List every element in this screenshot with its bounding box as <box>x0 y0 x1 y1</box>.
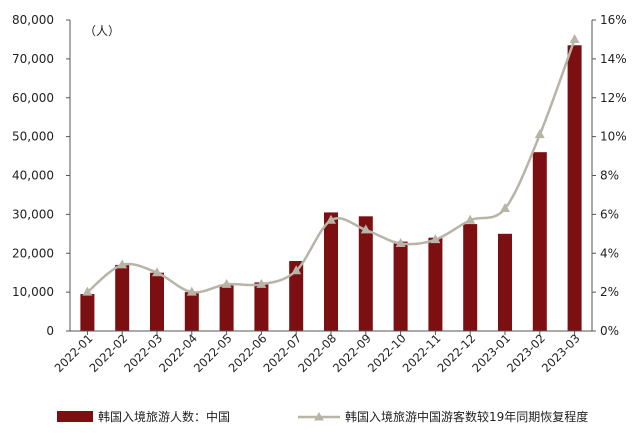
left-tick-label: 30,000 <box>12 207 54 221</box>
right-tick-label: 4% <box>600 246 619 260</box>
bar-2023-03 <box>567 45 582 332</box>
bar-2022-01 <box>80 294 95 331</box>
bar-2022-10 <box>393 241 408 331</box>
point-2022-05 <box>221 278 232 288</box>
bar-2022-08 <box>324 212 338 331</box>
point-2022-10 <box>395 238 406 248</box>
point-2023-01 <box>500 203 510 213</box>
bar-2022-06 <box>254 282 269 331</box>
bar-2022-05 <box>219 285 234 331</box>
point-2022-01 <box>82 286 93 296</box>
right-axis-ticks: 0% 2% 4% 6% 8% 10% 12% 14% 16% <box>592 13 627 338</box>
bar-series <box>80 45 582 332</box>
right-tick-label: 16% <box>600 13 627 27</box>
left-tick-label: 0 <box>46 324 54 338</box>
legend-swatch-bar <box>57 411 93 422</box>
legend: 韩国入境旅游人数：中国 韩国入境旅游中国游客数较19年同期恢复程度 <box>57 409 588 424</box>
left-tick-label: 50,000 <box>12 130 54 144</box>
legend-label-bar: 韩国入境旅游人数：中国 <box>98 409 230 424</box>
point-2022-02 <box>117 259 128 269</box>
point-2022-11 <box>430 234 441 244</box>
right-tick-label: 0% <box>600 324 619 338</box>
line-series <box>82 33 580 296</box>
left-tick-label: 70,000 <box>12 52 54 66</box>
left-tick-label: 20,000 <box>12 246 54 260</box>
right-tick-label: 12% <box>600 91 627 105</box>
bar-2022-03 <box>150 272 164 331</box>
bar-2023-01 <box>498 233 512 331</box>
legend-label-line: 韩国入境旅游中国游客数较19年同期恢复程度 <box>345 409 588 424</box>
bar-2022-11 <box>428 237 443 331</box>
x-tick-label: 2023-03 <box>539 331 583 375</box>
point-2022-12 <box>465 214 476 224</box>
point-2022-09 <box>360 224 371 234</box>
right-tick-label: 6% <box>600 207 619 221</box>
bar-2022-04 <box>184 292 199 331</box>
left-tick-label: 60,000 <box>12 91 54 105</box>
point-2022-03 <box>152 267 162 277</box>
left-axis-ticks: 0 10,000 20,000 30,000 40,000 50,000 60,000 70,… <box>12 13 70 338</box>
left-tick-label: 80,000 <box>12 13 54 27</box>
bar-2023-02 <box>532 152 547 331</box>
left-tick-label: 40,000 <box>12 169 54 183</box>
left-axis-unit: （人） <box>84 24 120 38</box>
x-axis-ticks: 2022-012022-022022-032022-042022-052022-… <box>52 331 583 375</box>
point-2022-08 <box>326 214 336 224</box>
point-2022-04 <box>186 286 197 296</box>
bar-2022-12 <box>463 224 478 331</box>
point-2023-02 <box>534 129 545 139</box>
bar-2022-02 <box>115 264 130 331</box>
left-tick-label: 10,000 <box>12 285 54 299</box>
point-2022-07 <box>291 265 302 275</box>
legend-swatch-marker <box>314 412 324 421</box>
right-tick-label: 8% <box>600 169 619 183</box>
right-tick-label: 14% <box>600 52 627 66</box>
right-tick-label: 10% <box>600 130 627 144</box>
bar-2022-09 <box>358 216 373 331</box>
point-2022-06 <box>256 278 267 288</box>
bar-2022-07 <box>289 261 304 331</box>
right-tick-label: 2% <box>600 285 619 299</box>
point-2023-03 <box>569 33 580 43</box>
